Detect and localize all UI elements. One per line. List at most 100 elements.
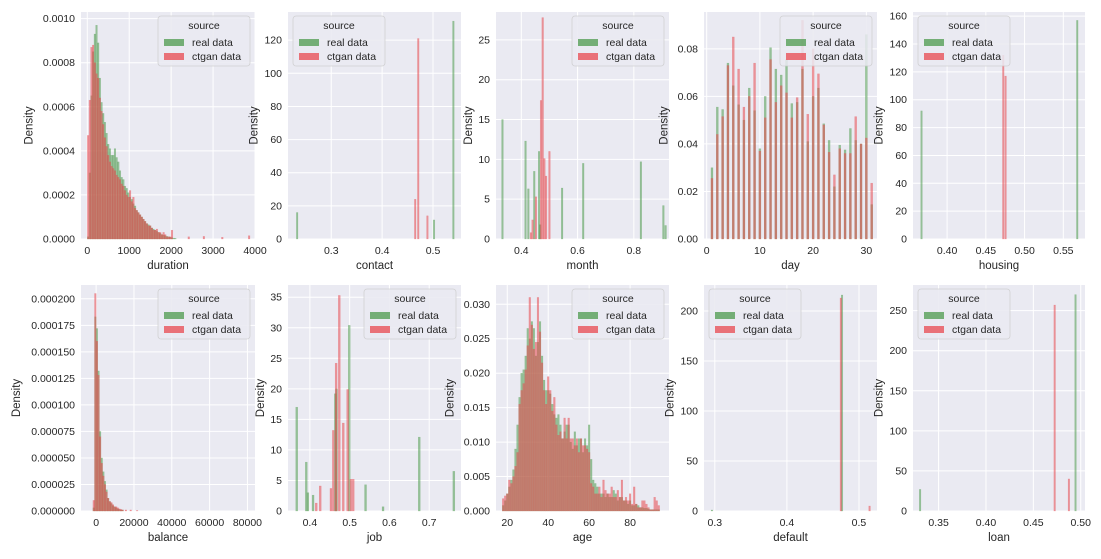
legend-swatch-real <box>578 312 598 319</box>
y-tick-label: 250 <box>889 305 907 317</box>
y-tick-label: 0.000075 <box>31 426 75 438</box>
bar-real <box>364 484 367 512</box>
bar-real <box>527 188 530 240</box>
bar-ctgan <box>506 493 509 512</box>
bar-ctgan <box>159 232 162 240</box>
bar-ctgan <box>94 293 97 512</box>
y-tick-label: 0.04 <box>678 138 699 150</box>
bar-ctgan <box>110 502 113 512</box>
y-tick-label: 200 <box>889 345 907 357</box>
bar-ctgan <box>100 463 103 512</box>
legend: source real data ctgan data <box>779 15 873 67</box>
bar-ctgan <box>833 174 836 240</box>
x-axis-label: job <box>366 532 382 544</box>
legend-label-real: real data <box>192 310 233 322</box>
bar-ctgan <box>586 448 589 512</box>
bar-ctgan <box>643 500 646 512</box>
x-axis-label: month <box>567 260 599 272</box>
legend-title: source <box>602 293 634 305</box>
bar-ctgan <box>92 44 95 240</box>
bar-ctgan <box>132 196 135 240</box>
bar-ctgan <box>612 497 615 512</box>
x-tick-label: 0.4 <box>375 245 390 257</box>
bar-ctgan <box>839 297 842 512</box>
bar-ctgan <box>637 507 640 512</box>
legend-label-ctgan: ctgan data <box>743 324 792 336</box>
bar-ctgan <box>338 295 341 512</box>
bar-ctgan <box>657 505 660 512</box>
subplot-duration: 0.0000 0.0002 0.0004 0.0006 0.0008 0.0010 0 100… <box>23 12 267 272</box>
x-tick-label: 0.45 <box>1023 517 1044 529</box>
legend-label-real: real data <box>327 37 368 49</box>
bar-ctgan <box>547 376 550 512</box>
y-tick-label: 0.020 <box>464 368 490 380</box>
subplot-day: 0.00 0.02 0.04 0.06 0.08 0 10 20 30 day Density sou… <box>659 12 877 272</box>
y-tick-label: 0.00 <box>678 234 699 246</box>
legend-label-real: real data <box>952 37 993 49</box>
y-tick-label: 0.000000 <box>31 506 75 518</box>
legend: source real data ctgan data <box>917 15 1011 67</box>
bar-ctgan <box>633 486 636 512</box>
bar-ctgan <box>150 227 153 240</box>
bar-ctgan <box>559 431 562 512</box>
bar-ctgan <box>769 59 772 240</box>
x-axis-label: loan <box>988 532 1010 544</box>
y-tick-label: 0.000200 <box>31 293 75 305</box>
bar-ctgan <box>155 228 158 240</box>
x-tick-label: 3000 <box>201 245 225 257</box>
bar-ctgan <box>103 484 106 512</box>
bar-ctgan <box>865 137 868 240</box>
bar-ctgan <box>588 452 591 512</box>
bar-ctgan <box>518 404 521 512</box>
bar-real <box>524 140 527 240</box>
bar-ctgan <box>581 445 585 512</box>
bar-ctgan <box>154 229 157 240</box>
bar-ctgan <box>112 168 115 240</box>
bar-ctgan <box>110 166 113 240</box>
bar-real <box>639 161 642 240</box>
legend-swatch-real <box>164 312 184 319</box>
y-tick-label: 20 <box>478 74 490 86</box>
bar-ctgan <box>567 417 570 512</box>
legend: source real data ctgan data <box>571 288 665 340</box>
bar-real <box>582 163 585 240</box>
bar-ctgan <box>142 218 145 240</box>
y-tick-label: 100 <box>680 406 698 418</box>
y-tick-label: 20 <box>270 200 282 212</box>
bar-ctgan <box>120 183 123 240</box>
bar-ctgan <box>631 503 634 512</box>
y-tick-label: 0.0004 <box>43 145 75 157</box>
bar-ctgan <box>742 106 746 240</box>
y-axis-label: Density <box>659 106 671 145</box>
bar-ctgan <box>620 479 623 512</box>
x-tick-label: 80 <box>624 517 636 529</box>
bar-real <box>418 436 421 512</box>
bar-ctgan <box>579 438 583 512</box>
x-tick-label: 80000 <box>233 517 262 529</box>
y-tick-label: 0.0008 <box>43 57 75 69</box>
bar-ctgan <box>319 485 322 512</box>
bar-ctgan <box>602 479 605 512</box>
bar-ctgan <box>569 438 572 512</box>
y-tick-label: 25 <box>270 353 282 365</box>
bar-ctgan <box>541 17 544 240</box>
y-tick-label: 50 <box>895 465 907 477</box>
bar-ctgan <box>1002 54 1005 240</box>
bar-ctgan <box>510 483 513 512</box>
y-axis-label: Density <box>23 106 35 145</box>
x-tick-label: 0.55 <box>1053 245 1074 257</box>
y-tick-label: 0.000050 <box>31 452 75 464</box>
y-tick-label: 160 <box>889 11 907 23</box>
bar-ctgan <box>125 194 128 240</box>
bar-ctgan <box>315 502 318 512</box>
bar-ctgan <box>95 73 98 240</box>
bar-ctgan <box>1004 75 1007 240</box>
x-axis-label: duration <box>147 260 189 272</box>
bar-real <box>664 225 667 240</box>
x-tick-label: 30 <box>861 245 873 257</box>
y-axis-label: Density <box>874 379 886 418</box>
y-tick-label: 0.010 <box>464 437 490 449</box>
x-tick-label: 0.5 <box>426 245 441 257</box>
bar-ctgan <box>100 110 103 240</box>
bar-ctgan <box>105 491 108 512</box>
